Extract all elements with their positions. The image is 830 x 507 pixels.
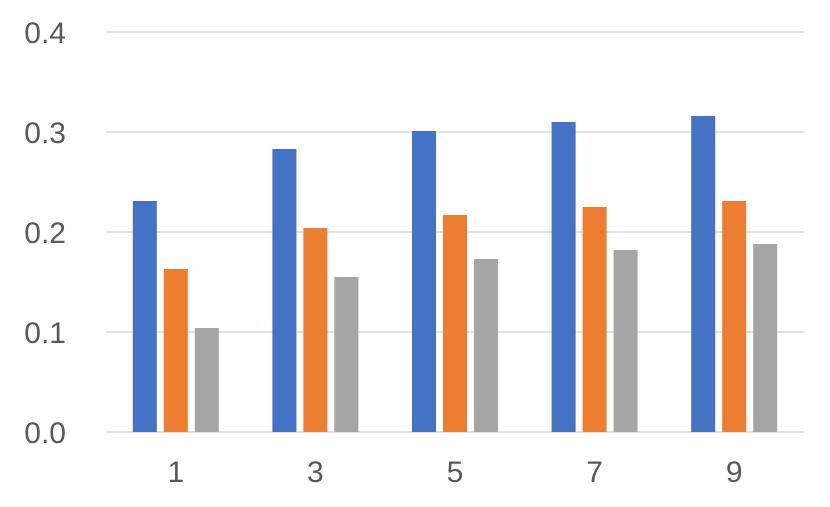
bar-series-3-cat-5: [474, 259, 498, 432]
x-axis-tick-labels: 1 3 5 7 9: [167, 456, 742, 489]
y-tick-label: 0.0: [24, 417, 66, 450]
bar-series-1-cat-5: [412, 131, 436, 432]
bar-series-2-cat-7: [582, 207, 607, 432]
bar-series-3-cat-9: [753, 244, 778, 432]
x-tick-label: 3: [307, 456, 324, 489]
bar-series-2-cat-5: [443, 215, 467, 432]
bar-series-2-cat-3: [303, 228, 328, 432]
bar-series-1-cat-9: [691, 116, 716, 432]
bars: [132, 116, 778, 432]
bar-series-1-cat-1: [132, 201, 157, 432]
bar-series-1-cat-3: [272, 149, 297, 432]
x-tick-label: 5: [447, 456, 464, 489]
y-tick-label: 0.1: [24, 317, 66, 350]
y-tick-label: 0.4: [24, 17, 66, 50]
bar-series-2-cat-1: [163, 269, 188, 432]
bar-series-1-cat-7: [551, 122, 576, 432]
y-tick-label: 0.3: [24, 117, 66, 150]
bar-series-2-cat-9: [722, 201, 747, 432]
bar-series-3-cat-3: [334, 277, 359, 432]
x-tick-label: 7: [586, 456, 603, 489]
y-axis-tick-labels: 0.0 0.1 0.2 0.3 0.4: [24, 17, 66, 450]
x-tick-label: 1: [167, 456, 184, 489]
bar-series-3-cat-7: [613, 250, 638, 432]
x-tick-label: 9: [726, 456, 743, 489]
bar-series-3-cat-1: [194, 328, 219, 432]
y-tick-label: 0.2: [24, 217, 66, 250]
